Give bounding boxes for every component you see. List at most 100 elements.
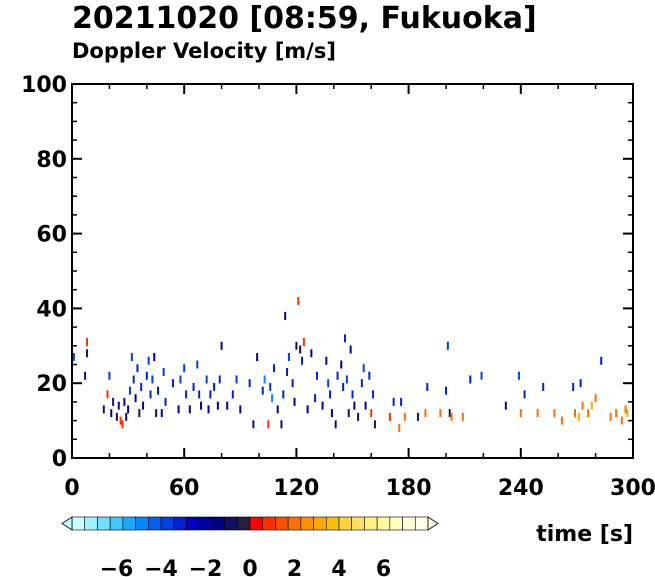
data-point-11 [119,416,122,425]
data-point-117 [461,412,464,421]
colorbar-swatch [109,516,124,531]
data-point-67 [284,311,287,320]
data-point-0 [72,353,75,362]
data-point-97 [360,379,363,388]
data-point-60 [267,420,270,429]
data-point-18 [132,375,135,384]
colorbar-swatch [71,516,86,531]
data-point-19 [134,394,137,403]
colorbar-swatch [389,516,403,531]
data-point-47 [213,382,216,391]
data-point-65 [280,420,283,429]
data-point-80 [315,371,318,380]
data-point-136 [600,356,603,365]
data-points [72,296,629,433]
data-point-56 [252,420,255,429]
data-point-51 [226,401,229,410]
data-point-29 [155,409,158,418]
data-point-53 [235,375,238,384]
data-point-83 [327,379,330,388]
data-point-118 [469,375,472,384]
colorbar-swatch [135,516,149,531]
colorbar-swatch [414,516,429,531]
data-point-134 [590,401,593,410]
data-point-107 [400,397,403,406]
data-point-50 [220,341,223,350]
data-point-100 [368,371,371,380]
data-point-49 [218,375,221,384]
data-point-101 [370,409,373,418]
colorbar-swatch [211,516,225,531]
data-point-34 [171,379,174,388]
colorbar-swatch [313,516,327,531]
x-tick-label: 0 [64,476,79,501]
plot-frame [71,83,634,459]
data-point-108 [403,412,406,421]
data-point-41 [196,360,199,369]
colorbar-swatch [97,516,111,531]
data-point-58 [261,386,264,395]
colorbar-tick-label: −2 [189,557,223,577]
data-point-122 [519,409,522,418]
x-tick-label: 180 [386,476,432,501]
x-tick-label: 300 [610,476,655,501]
colorbar-max-arrow [427,516,439,531]
data-point-140 [624,405,627,414]
data-point-10 [117,401,120,410]
data-point-96 [357,412,360,421]
data-point-131 [579,379,582,388]
data-point-36 [179,375,182,384]
data-point-102 [372,390,375,399]
data-point-32 [162,367,165,376]
data-point-55 [248,379,251,388]
colorbar-swatch [300,516,314,531]
data-point-93 [349,345,352,354]
colorbar-swatch [275,516,289,531]
data-point-79 [314,394,317,403]
data-point-62 [271,394,274,403]
data-point-24 [145,371,148,380]
data-point-99 [364,401,367,410]
data-point-124 [536,409,539,418]
data-point-21 [138,409,141,418]
colorbar-tick-label: 4 [331,557,346,577]
colorbar-swatch [351,516,365,531]
colorbar-tick-label: −6 [100,557,134,577]
data-point-126 [553,409,556,418]
data-point-28 [153,353,156,362]
y-tick-label: 60 [36,223,67,248]
data-point-121 [517,371,520,380]
data-point-133 [587,409,590,418]
data-point-42 [198,390,201,399]
data-point-114 [446,341,449,350]
colorbar-swatch [224,516,238,531]
y-tick-label: 0 [52,447,67,472]
data-point-37 [183,364,186,373]
data-point-85 [330,409,333,418]
data-point-13 [123,397,126,406]
data-point-22 [140,382,143,391]
chart-subtitle: Doppler Velocity [m/s] [72,39,336,63]
chart-title: 20211020 [08:59, Fukuoka] [72,1,537,36]
data-point-75 [301,356,304,365]
data-point-44 [205,375,208,384]
colorbar-swatch [147,516,162,531]
y-tick-label: 80 [36,148,67,173]
data-point-45 [207,405,210,414]
x-tick-label: 120 [273,476,319,501]
data-point-4 [102,405,105,414]
data-point-68 [286,367,289,376]
colorbar-swatch [236,516,251,531]
data-point-40 [192,382,195,391]
data-point-128 [572,382,575,391]
data-point-35 [177,405,180,414]
colorbar-swatch [249,516,264,531]
data-point-123 [523,390,526,399]
colorbar: −6 −4 −2 0 2 4 6 [61,516,439,577]
colorbar-swatch [173,516,187,531]
x-tick-label: 60 [169,476,200,501]
data-point-17 [130,353,133,362]
data-point-98 [362,364,365,373]
data-point-48 [216,401,219,410]
